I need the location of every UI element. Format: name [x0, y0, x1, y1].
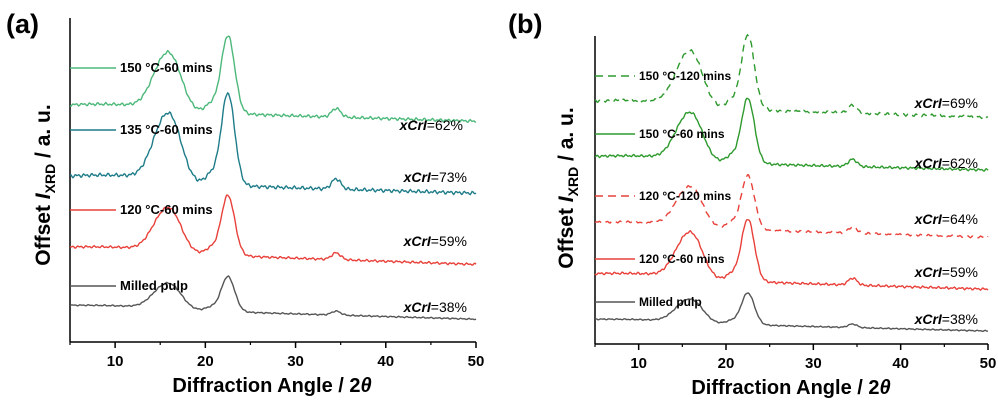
panel-a-series-line	[69, 194, 477, 267]
panel-b-x-tick-label: 30	[805, 355, 822, 372]
panel-a-x-axis-label: Diffraction Angle / 2θ	[172, 375, 371, 397]
panel-a-series-line	[69, 92, 477, 196]
panel-b-legend-label: 150 °C-120 mins	[639, 69, 732, 83]
panel-a-legend-label: 120 °C-60 mins	[120, 202, 213, 217]
panel-b-crystallinity-label: xCrI=69%	[914, 95, 978, 111]
panel-b-series-line	[594, 292, 989, 333]
panel-b-series-line	[594, 97, 989, 172]
panel-a-series-line	[69, 275, 477, 321]
panel-a-crystallinity-label: xCrI=62%	[399, 117, 463, 133]
panel-a-legend-label: 150 °C-60 mins	[120, 60, 213, 75]
panel-b-x-tick-label: 40	[892, 355, 909, 372]
panel-b-series-line	[594, 174, 989, 239]
panel-a-crystallinity-label: xCrI=38%	[403, 299, 467, 315]
panel-b-crystallinity-label: xCrI=62%	[914, 155, 978, 171]
panel-a: (a) Offset IXRD / a. u. 10 20 30 40 50 Diffr…	[6, 9, 484, 397]
panel-a-legend-label: 135 °C-60 mins	[120, 122, 213, 137]
panel-a-x-tick-label: 20	[197, 353, 214, 370]
panel-b-label: (b)	[508, 9, 542, 39]
panel-a-x-tick-label: 40	[377, 353, 394, 370]
panel-a-legend-label: Milled pulp	[120, 278, 188, 293]
panel-a-x-tick-label: 50	[468, 353, 485, 370]
panel-b-crystallinity-label: xCrI=59%	[914, 264, 978, 280]
panel-b-legend-label: 120 °C-60 mins	[639, 252, 725, 266]
panel-b-x-tick-label: 20	[718, 355, 735, 372]
panel-b-series-line	[594, 33, 989, 120]
panel-b: (b) Offset IXRD / a. u. 10 20 30 40 50 Diffr…	[508, 9, 996, 399]
panel-b-y-axis-label: Offset IXRD / a. u.	[555, 107, 581, 268]
panel-a-x-tick-label: 30	[287, 353, 304, 370]
panel-b-x-axis-label: Diffraction Angle / 2θ	[691, 377, 890, 399]
panel-b-crystallinity-label: xCrI=64%	[914, 211, 978, 227]
panel-b-legend-label: Milled pulp	[639, 295, 702, 309]
panel-b-legend-label: 120 °C-120 mins	[639, 189, 732, 203]
panel-b-series-line	[594, 218, 989, 291]
panel-a-series-line	[69, 35, 477, 124]
panel-b-x-tick-label: 50	[980, 355, 997, 372]
panel-a-crystallinity-label: xCrI=59%	[403, 233, 467, 249]
panel-a-label: (a)	[6, 9, 39, 39]
panel-a-y-axis-label: Offset IXRD / a. u.	[32, 104, 58, 265]
panel-a-x-tick-label: 10	[107, 353, 124, 370]
panel-b-x-tick-label: 10	[630, 355, 647, 372]
panel-b-legend-label: 150 °C-60 mins	[639, 127, 725, 141]
panel-b-crystallinity-label: xCrI=38%	[914, 311, 978, 327]
panel-a-crystallinity-label: xCrI=73%	[403, 169, 467, 185]
